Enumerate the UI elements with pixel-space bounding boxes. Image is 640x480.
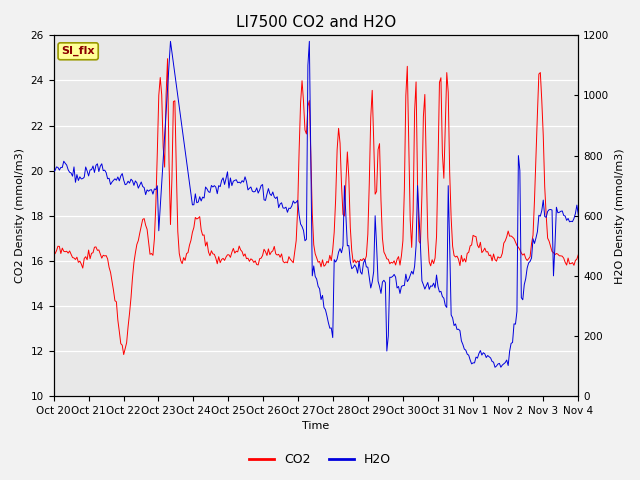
Y-axis label: CO2 Density (mmol/m3): CO2 Density (mmol/m3): [15, 148, 25, 283]
Y-axis label: H2O Density (mmol/m3): H2O Density (mmol/m3): [615, 148, 625, 284]
Text: SI_flx: SI_flx: [61, 46, 95, 57]
Title: LI7500 CO2 and H2O: LI7500 CO2 and H2O: [236, 15, 396, 30]
X-axis label: Time: Time: [302, 421, 330, 432]
Legend: CO2, H2O: CO2, H2O: [244, 448, 396, 471]
